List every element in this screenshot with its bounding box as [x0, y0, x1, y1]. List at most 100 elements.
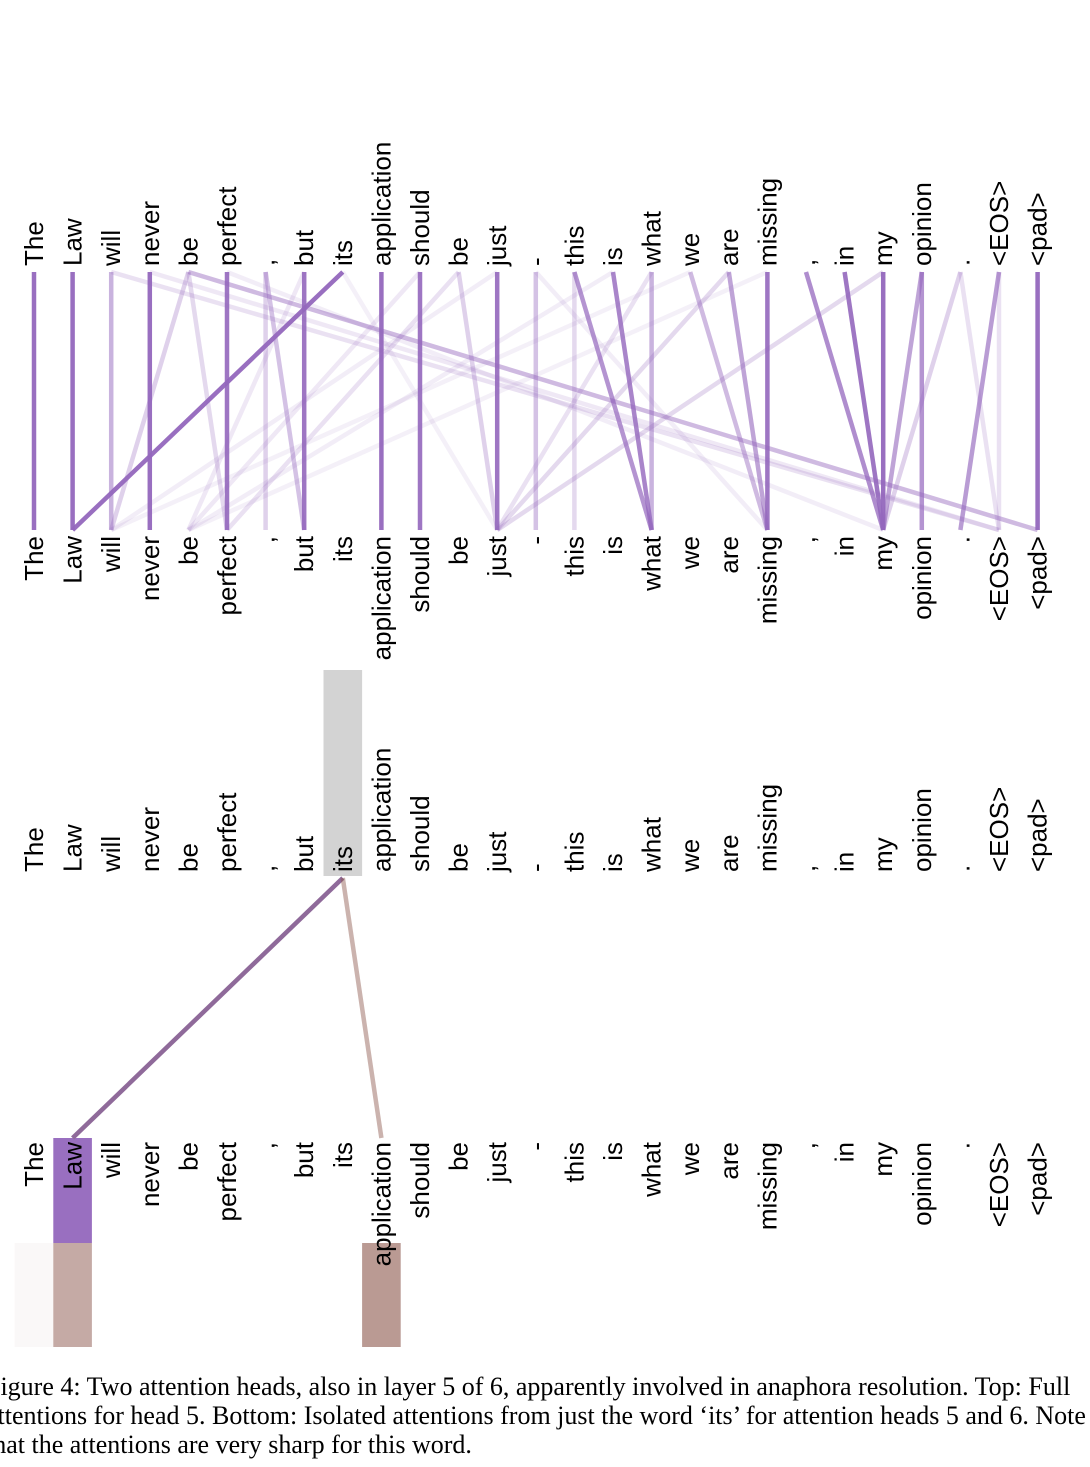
top-lower-token-will-2: will — [96, 536, 126, 573]
bottom-upper-token-will-2: will — [96, 836, 126, 873]
bottom-upper-token-punct-13: - — [521, 863, 551, 872]
bottom-upper-token-labels: The Law will never be perfect, but its applicati… — [19, 748, 1053, 873]
top-upper-token-just-12: just — [482, 225, 512, 267]
top-upper-token-my-22: my — [868, 231, 898, 266]
top-attention-line — [71, 270, 345, 532]
top-lower-token-eos-25: <EOS> — [984, 536, 1014, 621]
top-attention-line — [149, 269, 1000, 533]
bottom-lower-token-should-10: should — [405, 1142, 435, 1219]
bottom-upper-token-this-14: this — [559, 832, 589, 872]
bottom-upper-token-opinion-23: opinion — [907, 788, 937, 872]
bottom-lower-token-my-22: my — [868, 1142, 898, 1177]
bottom-lower-token-be-11: be — [444, 1142, 474, 1171]
top-attention-line — [842, 271, 886, 531]
bottom-lower-token-opinion-23: opinion — [907, 1142, 937, 1226]
top-upper-token-are-18: are — [714, 228, 744, 266]
top-lower-token-opinion-23: opinion — [907, 536, 937, 620]
top-lower-token-punct-24: . — [945, 536, 975, 543]
top-attention-lines — [31, 269, 1040, 533]
top-upper-token-eos-25: <EOS> — [984, 181, 1014, 266]
top-upper-token-perfect-5: perfect — [212, 186, 242, 266]
bottom-upper-token-law-1: Law — [58, 824, 88, 872]
bottom-attention-line — [340, 877, 384, 1139]
top-attention-line — [186, 271, 307, 531]
bottom-upper-token-perfect-5: perfect — [212, 792, 242, 872]
top-attention-line — [186, 270, 422, 532]
top-upper-token-punct-20: , — [791, 259, 821, 266]
top-attention-line — [495, 270, 885, 532]
head5-attention-box — [53, 1138, 92, 1243]
top-attention-line — [803, 271, 886, 531]
bottom-upper-token-be-11: be — [444, 843, 474, 872]
top-upper-token-opinion-23: opinion — [907, 182, 937, 266]
top-attention-line — [187, 269, 769, 533]
top-lower-token-be-4: be — [173, 536, 203, 565]
top-upper-token-law-1: Law — [58, 218, 88, 266]
bottom-lower-token-the-0: The — [19, 1142, 49, 1187]
top-attention-line — [495, 270, 731, 532]
top-attention-line — [610, 271, 654, 531]
top-upper-token-punct-6: , — [251, 259, 281, 266]
bottom-upper-token-my-22: my — [868, 837, 898, 872]
top-upper-token-what-16: what — [637, 210, 667, 267]
bottom-attention-lines — [71, 876, 384, 1140]
bottom-upper-token-pad-26: <pad> — [1023, 798, 1053, 872]
top-lower-token-in-21: in — [830, 536, 860, 556]
top-attention-line — [225, 270, 461, 532]
bottom-upper-token-but-7: but — [289, 835, 319, 872]
bottom-upper-token-punct-6: , — [251, 865, 281, 872]
top-attention-line — [109, 271, 191, 531]
bottom-upper-token-its-8: its — [328, 846, 358, 872]
top-upper-token-be-4: be — [173, 237, 203, 266]
bottom-lower-token-in-21: in — [830, 1142, 860, 1162]
top-attention-line — [880, 271, 925, 531]
bottom-lower-token-labels: The Law will never be perfect, but its applicati… — [19, 1141, 1053, 1266]
bottom-upper-token-we-17: we — [675, 839, 705, 873]
top-lower-token-punct-20: , — [791, 536, 821, 543]
top-lower-token-law-1: Law — [58, 536, 88, 584]
top-lower-token-never-3: never — [135, 536, 165, 601]
top-attention-line — [688, 271, 770, 531]
top-lower-token-should-10: should — [405, 536, 435, 613]
top-attention-line — [495, 270, 654, 532]
top-lower-token-is-15: is — [598, 536, 628, 555]
bottom-upper-token-punct-24: . — [945, 865, 975, 872]
top-upper-token-but-7: but — [289, 229, 319, 266]
top-lower-token-my-22: my — [868, 536, 898, 571]
bottom-lower-token-be-4: be — [173, 1142, 203, 1171]
top-upper-token-labels: The Law will never be perfect, but its applicati… — [19, 142, 1053, 267]
top-upper-token-we-17: we — [675, 233, 705, 267]
bottom-upper-token-be-4: be — [173, 843, 203, 872]
bottom-upper-token-punct-20: , — [791, 865, 821, 872]
query-word-highlight — [323, 670, 363, 876]
bottom-upper-token-should-10: should — [405, 795, 435, 872]
top-lower-token-pad-26: <pad> — [1023, 536, 1053, 610]
top-upper-token-punct-24: . — [945, 259, 975, 266]
bottom-upper-token-application-9: application — [366, 748, 396, 872]
top-attention-line — [881, 271, 963, 531]
head6-attention-box — [14, 1243, 54, 1347]
bottom-lower-token-its-8: its — [328, 1142, 358, 1168]
top-attention-line — [456, 271, 500, 531]
top-lower-token-application-9: application — [366, 536, 396, 660]
top-lower-token-punct-13: - — [521, 536, 551, 545]
bottom-lower-token-punct-20: , — [791, 1142, 821, 1149]
top-attention-line — [534, 270, 770, 532]
figure-caption: Figure 4: Two attention heads, also in l… — [0, 1372, 1086, 1459]
top-upper-token-should-10: should — [405, 189, 435, 266]
bottom-upper-token-eos-25: <EOS> — [984, 787, 1014, 872]
bottom-upper-token-in-21: in — [830, 852, 860, 872]
bottom-lower-token-perfect-5: perfect — [212, 1141, 242, 1221]
top-lower-token-its-8: its — [328, 536, 358, 562]
top-lower-token-be-11: be — [444, 536, 474, 565]
top-upper-token-pad-26: <pad> — [1023, 192, 1053, 266]
bottom-lower-token-just-12: just — [482, 1141, 512, 1183]
attention-figure: The Law will never be perfect, but its applicati… — [14, 141, 1053, 1347]
top-attention-line — [726, 271, 770, 531]
bottom-lower-token-what-16: what — [637, 1141, 667, 1198]
bottom-lower-token-we-17: we — [675, 1142, 705, 1176]
top-attention-line — [187, 270, 615, 532]
bottom-lower-token-missing-19: missing — [752, 1142, 782, 1230]
bottom-upper-token-is-15: is — [598, 853, 628, 872]
head6-attention-box — [53, 1243, 92, 1347]
